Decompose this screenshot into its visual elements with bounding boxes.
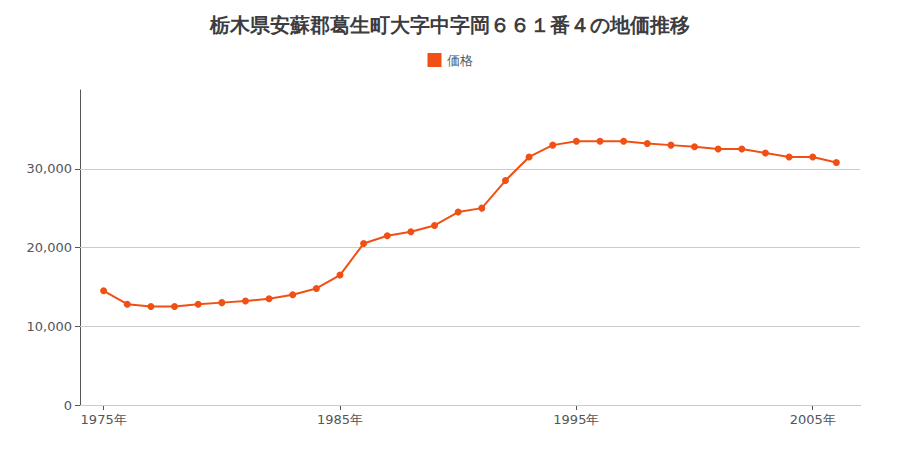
svg-text:20,000: 20,000 [27, 240, 73, 255]
svg-text:2005年: 2005年 [790, 412, 836, 427]
svg-text:1975年: 1975年 [81, 412, 127, 427]
svg-text:1985年: 1985年 [317, 412, 363, 427]
svg-text:30,000: 30,000 [27, 161, 73, 176]
svg-text:0: 0 [64, 398, 72, 413]
svg-text:栃木県安蘇郡葛生町大字中字岡６６１番４の地価推移: 栃木県安蘇郡葛生町大字中字岡６６１番４の地価推移 [209, 13, 690, 37]
svg-text:1995年: 1995年 [553, 412, 599, 427]
svg-text:10,000: 10,000 [27, 319, 73, 334]
svg-text:価格: 価格 [447, 53, 473, 68]
